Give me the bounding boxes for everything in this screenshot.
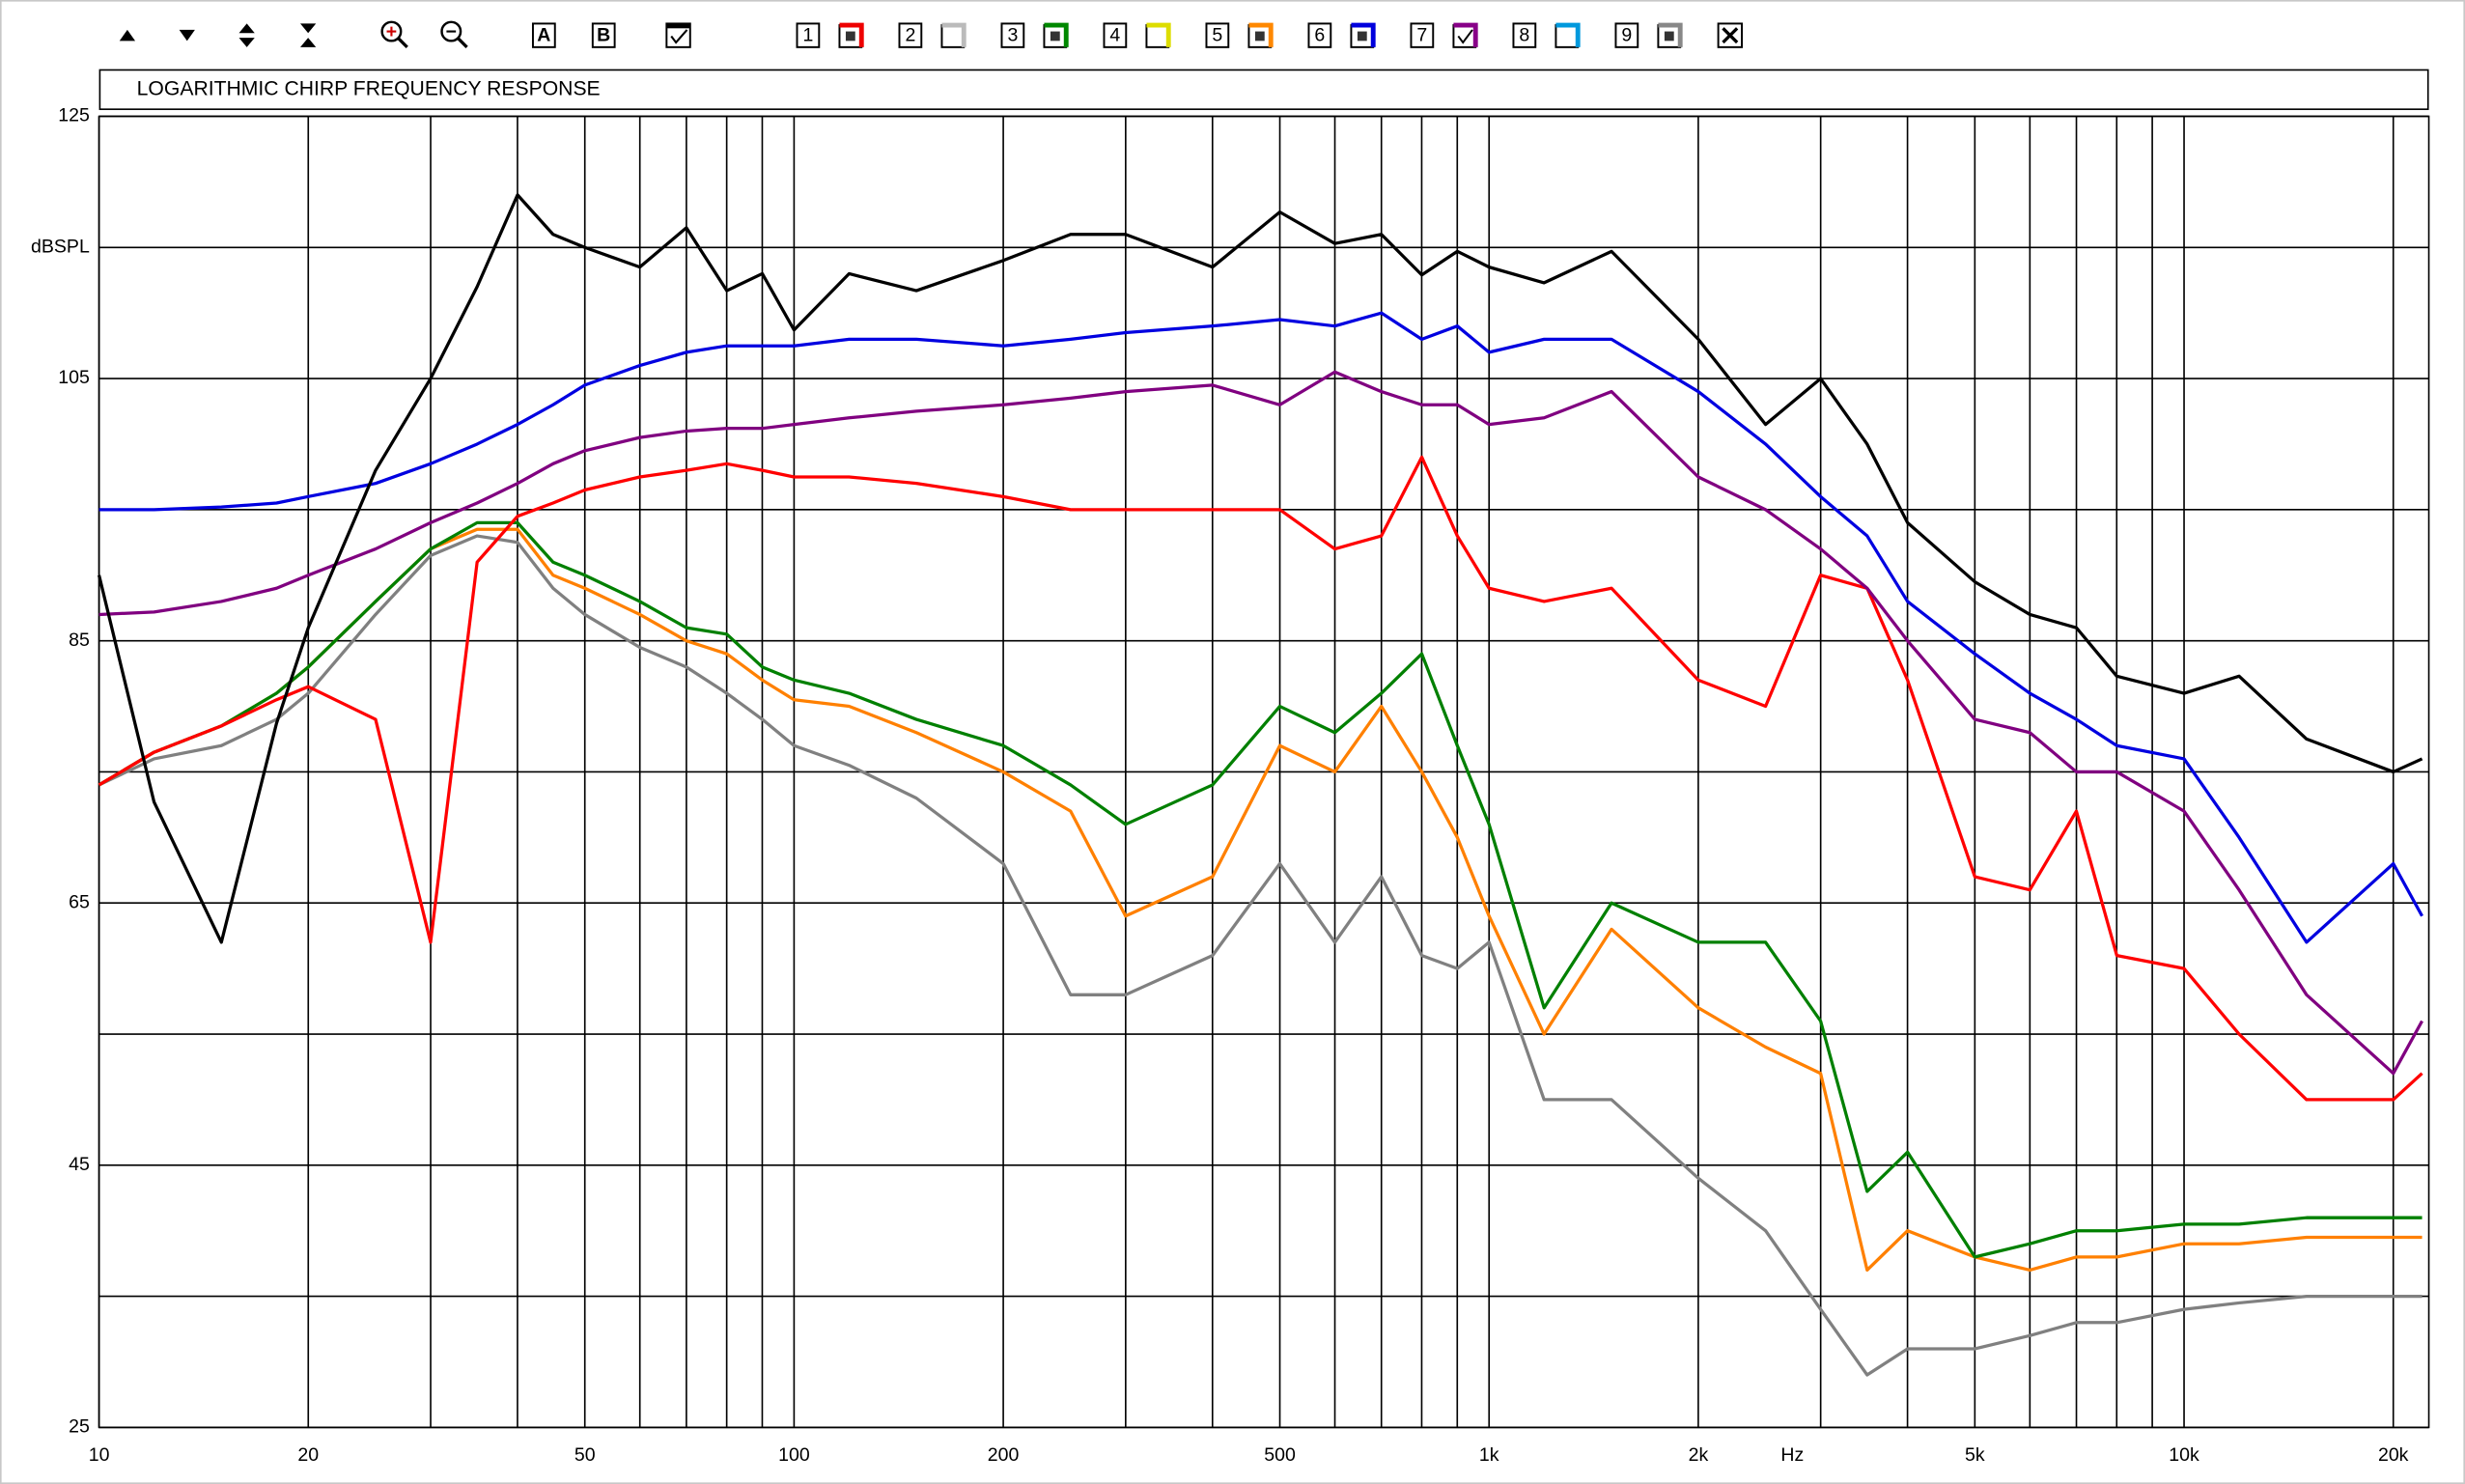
x-tick-label: 2k bbox=[1689, 1444, 1709, 1466]
move-up-button[interactable] bbox=[119, 29, 136, 42]
response-curve bbox=[98, 455, 2423, 1102]
slot-color-mark bbox=[1146, 22, 1171, 47]
slot-number: 7 bbox=[1416, 25, 1427, 46]
slot-color-mark bbox=[1658, 22, 1683, 47]
slot-number: 1 bbox=[802, 25, 813, 46]
compress-button[interactable] bbox=[299, 23, 317, 47]
zoom-out-button[interactable] bbox=[440, 20, 468, 48]
slot-color-mark bbox=[941, 22, 966, 47]
slot-color-mark bbox=[839, 22, 864, 47]
slot-color-mark bbox=[1555, 22, 1581, 47]
slot-number-box[interactable] bbox=[1410, 22, 1435, 48]
slot-number-box[interactable] bbox=[1000, 22, 1025, 48]
slot-fill bbox=[1664, 31, 1674, 42]
slot-number-box[interactable] bbox=[1614, 22, 1639, 48]
slot-number-box[interactable] bbox=[1307, 22, 1332, 48]
slot-color-box[interactable] bbox=[940, 24, 966, 48]
letter-button[interactable] bbox=[591, 22, 616, 48]
response-curve bbox=[98, 520, 2423, 1259]
x-tick-label: Hz bbox=[1780, 1444, 1804, 1466]
expand-button[interactable] bbox=[238, 23, 255, 47]
x-tick-label: 500 bbox=[1264, 1444, 1296, 1466]
slot-number: 4 bbox=[1109, 25, 1120, 46]
slot-number: 8 bbox=[1519, 25, 1529, 46]
plot-area: 25 45 65 85 105 dBSPL 125 10 20 50 100 200 500 1k 2k Hz… bbox=[31, 105, 2430, 1466]
checkbox-button[interactable] bbox=[665, 22, 691, 48]
slot-number: 6 bbox=[1314, 25, 1325, 46]
slot-number-box[interactable] bbox=[898, 22, 923, 48]
letter-button-label: A bbox=[537, 25, 550, 46]
slot-fill bbox=[845, 31, 855, 42]
slot-color-mark bbox=[1453, 22, 1478, 47]
x-tick-label: 20k bbox=[2378, 1444, 2409, 1466]
x-tick-label: 20 bbox=[297, 1444, 319, 1466]
x-tick-label: 200 bbox=[988, 1444, 1020, 1466]
move-down-button[interactable] bbox=[179, 29, 195, 42]
x-tick-label: 10k bbox=[2169, 1444, 2199, 1466]
response-curve bbox=[98, 193, 2423, 944]
x-tick-label: 1k bbox=[1479, 1444, 1499, 1466]
response-curve bbox=[98, 527, 2423, 1273]
title-box bbox=[98, 69, 2429, 110]
x-tick-label: 50 bbox=[574, 1444, 596, 1466]
slot-color-mark bbox=[1248, 22, 1274, 47]
slot-color-mark bbox=[1044, 22, 1069, 47]
letter-button[interactable] bbox=[531, 22, 556, 48]
slot-number-box[interactable] bbox=[1512, 22, 1537, 48]
y-tick-label: 65 bbox=[69, 891, 90, 912]
slot-fill bbox=[1254, 31, 1265, 42]
letter-button-label: B bbox=[597, 25, 610, 46]
slot-number: 5 bbox=[1212, 25, 1222, 46]
response-curve bbox=[98, 311, 2423, 944]
slot-number: 3 bbox=[1007, 25, 1018, 46]
y-tick-label: 85 bbox=[69, 630, 90, 651]
slot-fill bbox=[1050, 31, 1060, 42]
slot-number: 9 bbox=[1621, 25, 1632, 46]
slot-number: 2 bbox=[905, 25, 915, 46]
response-curve bbox=[98, 534, 2423, 1377]
y-tick-label: dBSPL bbox=[31, 236, 90, 257]
chart-title: LOGARITHMIC CHIRP FREQUENCY RESPONSE bbox=[137, 77, 601, 99]
x-tick-label: 10 bbox=[89, 1444, 110, 1466]
y-tick-label: 125 bbox=[58, 105, 90, 126]
slot-color-mark bbox=[1351, 22, 1376, 47]
toolbar: A B 1 2 3 4 5 6 7 8 9 bbox=[119, 20, 1744, 48]
y-tick-label: 45 bbox=[69, 1154, 90, 1175]
slot-number-box[interactable] bbox=[796, 22, 821, 48]
x-tick-label: 5k bbox=[1965, 1444, 1985, 1466]
y-tick-label: 105 bbox=[58, 367, 90, 388]
slot-color-box[interactable] bbox=[1145, 24, 1170, 48]
slot-fill bbox=[1357, 31, 1367, 42]
slot-color-box[interactable] bbox=[1452, 24, 1477, 48]
close-button[interactable] bbox=[1717, 22, 1744, 48]
x-tick-label: 100 bbox=[778, 1444, 810, 1466]
y-tick-label: 25 bbox=[69, 1416, 90, 1438]
slot-number-box[interactable] bbox=[1205, 22, 1230, 48]
zoom-in-button[interactable] bbox=[380, 20, 408, 48]
slot-number-box[interactable] bbox=[1103, 22, 1128, 48]
slot-check bbox=[1457, 29, 1473, 44]
slot-color-box[interactable] bbox=[1555, 24, 1580, 48]
response-curve bbox=[98, 370, 2423, 1076]
